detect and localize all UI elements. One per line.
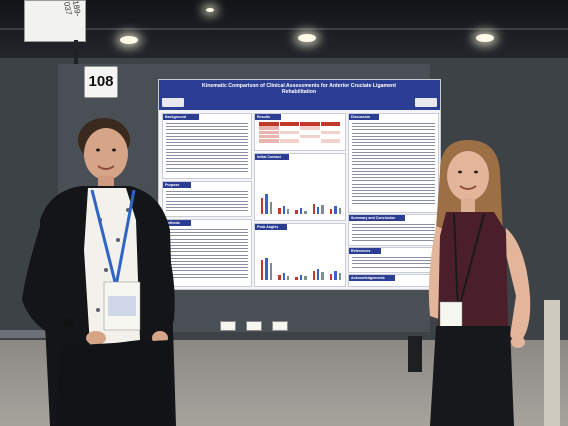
sticky-card [246, 321, 262, 331]
university-logo [162, 98, 184, 107]
presenter-right [428, 140, 531, 426]
peak-angles-chart: Peak Angles [254, 223, 346, 287]
presenter-left [22, 118, 176, 426]
section-header: Acknowledgements [349, 275, 395, 281]
section-header: Initial Contact [255, 154, 289, 160]
section-header: Peak Angles [255, 224, 287, 230]
references-section: References [348, 247, 439, 273]
poster-authors [189, 96, 409, 100]
section-header: Results [255, 114, 281, 120]
poster-title: Kinematic Comparison of Clinical Assessm… [202, 83, 396, 95]
methods-section: Methods [162, 219, 252, 287]
section-header: Purpose [163, 182, 191, 188]
wooden-post [544, 300, 560, 426]
section-header: Summary and Conclusion [349, 215, 405, 221]
ceiling-light [476, 34, 494, 42]
background-section: Background [162, 113, 252, 179]
section-header: References [349, 248, 381, 254]
acknowledgements-section: Acknowledgements [348, 274, 439, 287]
summary-section: Summary and Conclusion [348, 214, 439, 246]
results-table [259, 122, 341, 143]
sticky-card [272, 321, 288, 331]
purpose-section: Purpose [162, 181, 252, 217]
discussion-section: Discussion [348, 113, 439, 213]
booth-number: 108 [88, 73, 114, 90]
results-section: Results [254, 113, 346, 151]
university-logo [415, 98, 437, 107]
poster-title-bar: Kinematic Comparison of Clinical Assessm… [159, 80, 440, 110]
ceiling-light [298, 34, 316, 42]
ceiling-light [120, 36, 138, 44]
sticky-card [220, 321, 236, 331]
bar-group [261, 258, 342, 280]
section-header: Discussion [349, 114, 379, 120]
initial-contact-chart: Initial Contact [254, 153, 346, 221]
sign-code: 189-037 [62, 0, 83, 17]
background-person [408, 336, 422, 372]
ceiling-light [206, 8, 214, 12]
panel-base [0, 330, 60, 338]
section-header: Background [163, 114, 199, 120]
bar-group [261, 192, 342, 214]
section-header: Methods [163, 220, 191, 226]
hanging-sign: 189-037 [24, 0, 86, 42]
ceiling-truss [0, 28, 568, 30]
ceiling [0, 0, 568, 62]
face [447, 151, 489, 201]
booth-number-sign: 108 [84, 66, 118, 98]
research-poster: Kinematic Comparison of Clinical Assessm… [158, 79, 441, 290]
face [84, 128, 128, 180]
